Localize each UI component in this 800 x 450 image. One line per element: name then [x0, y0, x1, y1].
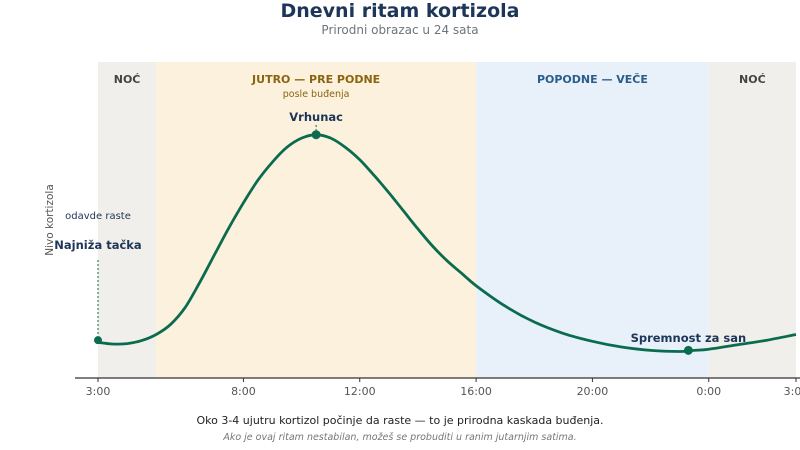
chart-note: Ako je ovaj ritam nestabilan, možeš se p… [223, 432, 577, 443]
sleep-readiness-marker [683, 345, 693, 355]
cortisol-line [97, 133, 797, 353]
axes: 3:00 8:00 12:00 16:00 20:00 0:00 3:00 Nivo kort… [44, 184, 800, 398]
band-night-0 [98, 62, 157, 378]
low-point-label: Najniža tačka [54, 238, 141, 252]
peak-marker [311, 130, 321, 140]
chart-subtitle: Prirodni obrazac u 24 sata [321, 23, 479, 37]
annotations: Najniža tačka odavde raste Vrhunac Spremnos… [54, 110, 746, 355]
time-bands: NOĆ JUTRO — PRE PODNE posle buđenja POPODNE… [98, 62, 796, 378]
band-night-3 [708, 62, 796, 378]
chart-title: Dnevni ritam kortizola [280, 0, 520, 22]
x-tick-label: 8:00 [231, 385, 256, 398]
series-layer [97, 133, 797, 353]
band-sublabel: posle buđenja [283, 89, 350, 100]
y-axis-label: Nivo kortizola [44, 184, 56, 256]
sleep-readiness-label: Spremnost za san [631, 331, 747, 345]
x-tick-label: 20:00 [577, 385, 609, 398]
band-label: POPODNE — VEČE [537, 73, 648, 86]
low-point-marker [94, 336, 102, 345]
x-tick-label: 0:00 [696, 385, 721, 398]
band-label: NOĆ [739, 73, 766, 86]
low-point-sublabel: odavde raste [65, 211, 131, 222]
chart-caption: Oko 3-4 ujutru kortizol počinje da raste… [196, 414, 604, 427]
band-label: JUTRO — PRE PODNE [251, 73, 380, 86]
x-tick-label: 3:00 [86, 385, 111, 398]
band-morning-1 [156, 62, 477, 378]
x-tick-label: 3:00 [784, 385, 800, 398]
band-afternoon-2 [476, 62, 709, 378]
x-tick-label: 12:00 [344, 385, 376, 398]
peak-label: Vrhunac [289, 110, 343, 124]
band-label: NOĆ [114, 73, 141, 86]
x-tick-label: 16:00 [460, 385, 492, 398]
